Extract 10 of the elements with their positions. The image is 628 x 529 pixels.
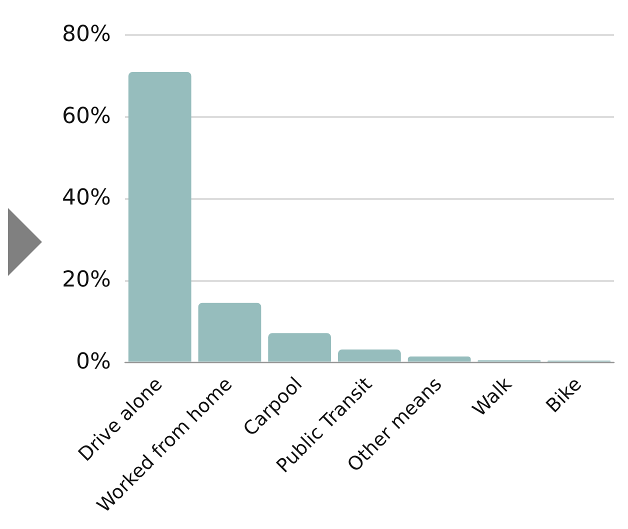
- y-tick-label: 20%: [62, 268, 111, 293]
- y-tick-label: 0%: [76, 349, 111, 374]
- bar: [198, 302, 262, 362]
- bar: [128, 72, 192, 362]
- bar: [408, 356, 471, 362]
- bar: [338, 350, 401, 362]
- bar: [268, 333, 332, 362]
- y-tick-label: 40%: [62, 186, 111, 211]
- y-tick-label: 80%: [62, 22, 111, 47]
- y-tick-label: 60%: [62, 104, 111, 129]
